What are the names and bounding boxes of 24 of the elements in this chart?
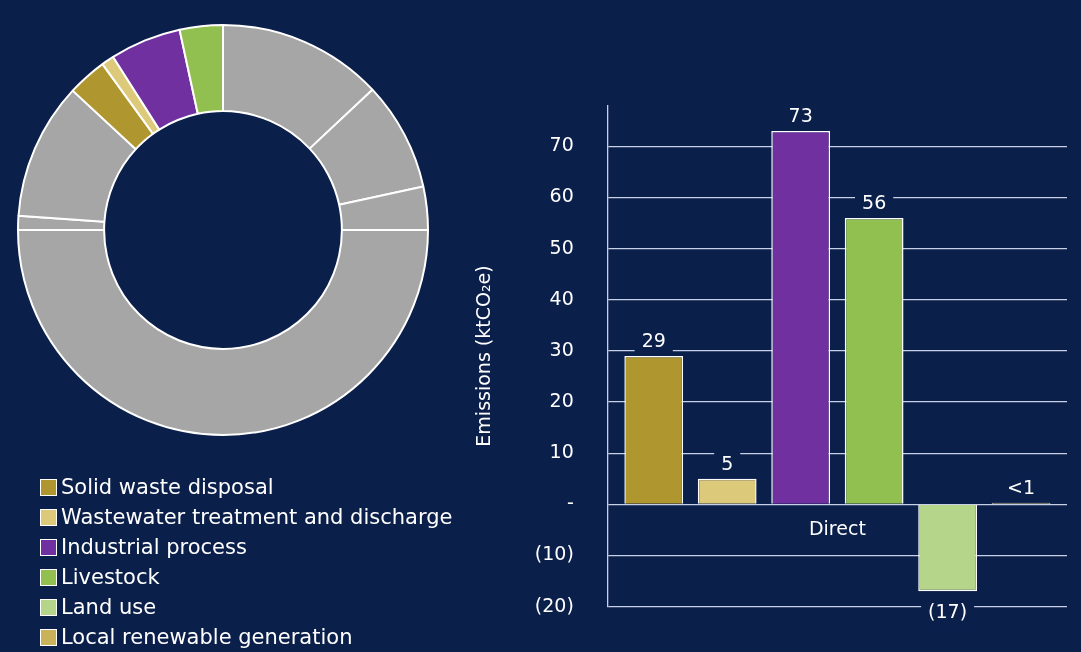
data-label: 29 [641,328,666,351]
y-tick-label: - [566,491,574,514]
data-label: (17) [928,600,968,623]
data-label: <1 [1007,475,1036,498]
legend-label: Livestock [61,564,160,591]
y-tick-label: 10 [549,440,574,463]
x-tick-label: Direct [808,516,866,539]
y-tick-label: 70 [549,133,574,156]
y-tick-label: 30 [549,337,574,360]
legend-label: Local renewable generation [61,624,353,651]
data-label: 56 [862,190,887,213]
data-label: 5 [721,451,734,474]
legend-label: Solid waste disposal [61,474,274,501]
y-tick-label: 40 [549,286,574,309]
data-label: 73 [788,103,813,126]
legend-label: Wastewater treatment and discharge [61,504,453,531]
y-tick-label: 60 [549,184,574,207]
y-tick-label: (10) [534,542,574,565]
legend-label: Industrial process [61,534,247,561]
legend-label: Land use [61,594,157,621]
y-tick-label: 50 [549,235,574,258]
y-tick-label: (20) [534,593,574,616]
y-tick-label: 20 [549,388,574,411]
y-axis-title: Emissions (ktCO₂e) [472,265,495,447]
